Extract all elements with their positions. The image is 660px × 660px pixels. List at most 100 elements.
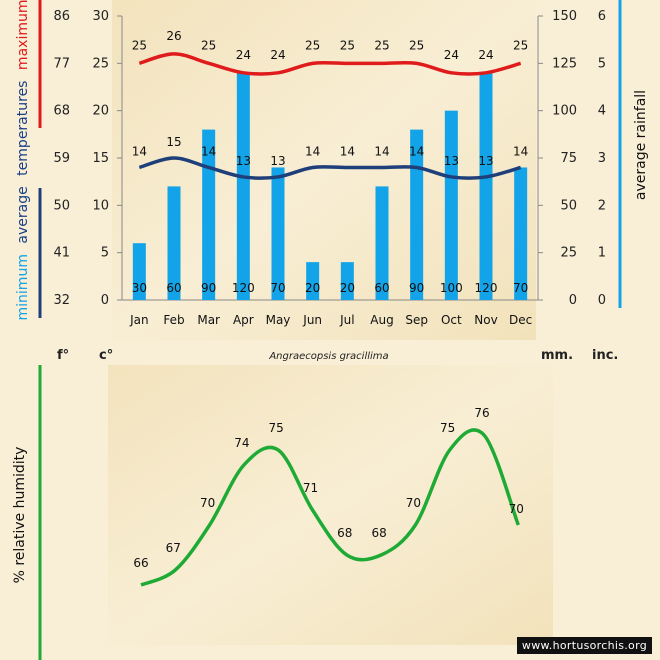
rain-bar <box>236 72 250 300</box>
max-temp-label: 26 <box>166 29 181 43</box>
humidity-label: 70 <box>200 496 215 510</box>
celsius-tick: 15 <box>92 151 109 166</box>
month-label: Sep <box>405 313 428 327</box>
watermark: www.hortusorchis.org <box>516 637 652 654</box>
rain-label: 60 <box>374 281 389 295</box>
max-temp-label: 25 <box>374 38 389 52</box>
title-temperatures: temperatures <box>15 81 31 176</box>
rain-mm-tick: 150 <box>552 9 577 24</box>
title-average: average <box>15 186 31 243</box>
celsius-tick: 30 <box>92 9 109 24</box>
min-temp-label: 14 <box>201 144 216 158</box>
humidity-label: 75 <box>269 421 284 435</box>
month-label: Jul <box>339 313 354 327</box>
max-temp-label: 24 <box>478 48 493 62</box>
inch-header: inc. <box>592 348 618 363</box>
celsius-header: c° <box>99 348 113 363</box>
month-label: Jan <box>129 313 149 327</box>
celsius-tick: 10 <box>92 198 109 213</box>
rain-bar <box>410 129 424 300</box>
max-temp-label: 25 <box>305 38 320 52</box>
rain-bar <box>444 110 458 301</box>
rain-mm-tick: 100 <box>552 104 577 119</box>
month-label: Nov <box>474 313 497 327</box>
rain-bar <box>202 129 216 300</box>
humidity-label: 76 <box>474 406 489 420</box>
month-label: Apr <box>233 313 254 327</box>
humidity-label: 70 <box>406 496 421 510</box>
min-temp-label: 14 <box>374 144 389 158</box>
max-temp-label: 25 <box>513 38 528 52</box>
fahrenheit-tick: 68 <box>53 104 70 119</box>
humidity-label: 68 <box>337 526 352 540</box>
rain-mm-tick: 25 <box>560 246 577 261</box>
rain-inch-tick: 0 <box>598 293 606 308</box>
humidity-plot-panel <box>108 365 553 645</box>
species-name: Angraecopsis gracillima <box>268 351 388 362</box>
rain-bar <box>514 167 528 300</box>
max-temp-label: 25 <box>132 38 147 52</box>
right-axis-title: average rainfall <box>633 90 649 200</box>
max-temp-label: 24 <box>236 48 251 62</box>
month-label: Feb <box>163 313 184 327</box>
min-temp-line <box>138 156 522 180</box>
rain-mm-tick: 50 <box>560 198 577 213</box>
min-temp-label: 14 <box>305 144 320 158</box>
rain-label: 20 <box>340 281 355 295</box>
min-temp-label: 14 <box>409 144 424 158</box>
rain-inch-tick: 6 <box>598 9 606 24</box>
month-label: Oct <box>441 313 462 327</box>
celsius-tick: 5 <box>101 246 109 261</box>
max-temp-label: 24 <box>444 48 459 62</box>
humidity-label: 66 <box>133 556 148 570</box>
min-temp-label: 15 <box>166 135 181 149</box>
celsius-tick: 25 <box>92 56 109 71</box>
fahrenheit-tick: 50 <box>53 198 70 213</box>
humidity-label: 70 <box>509 502 524 516</box>
min-temp-label: 13 <box>236 154 251 168</box>
month-label: May <box>266 313 291 327</box>
rain-inch-tick: 1 <box>598 246 606 261</box>
month-label: Mar <box>197 313 220 327</box>
min-temp-label: 13 <box>270 154 285 168</box>
celsius-tick: 0 <box>101 293 109 308</box>
celsius-tick: 20 <box>92 104 109 119</box>
rain-mm-tick: 0 <box>569 293 577 308</box>
rain-label: 60 <box>166 281 181 295</box>
humidity-label: 68 <box>371 526 386 540</box>
max-temp-label: 25 <box>201 38 216 52</box>
max-temp-label: 25 <box>409 38 424 52</box>
rain-label: 120 <box>475 281 498 295</box>
rain-inch-tick: 5 <box>598 56 606 71</box>
max-temp-label: 25 <box>340 38 355 52</box>
humidity-label: 74 <box>234 436 249 450</box>
humidity-line <box>140 428 520 587</box>
min-temp-label: 14 <box>340 144 355 158</box>
min-temp-label: 14 <box>132 144 147 158</box>
fahrenheit-tick: 59 <box>53 151 70 166</box>
rain-label: 70 <box>270 281 285 295</box>
humidity-label: 71 <box>303 481 318 495</box>
title-minimum: minimum <box>15 254 31 320</box>
rain-label: 120 <box>232 281 255 295</box>
fahrenheit-tick: 86 <box>53 9 70 24</box>
title-maximum: maximum <box>15 0 31 70</box>
fahrenheit-tick: 41 <box>53 246 70 261</box>
rain-label: 90 <box>409 281 424 295</box>
fahrenheit-header: f° <box>57 348 69 363</box>
rain-label: 70 <box>513 281 528 295</box>
humidity-label: 75 <box>440 421 455 435</box>
rain-bar <box>132 243 146 300</box>
fahrenheit-tick: 77 <box>53 56 70 71</box>
rain-mm-tick: 125 <box>552 56 577 71</box>
min-temp-label: 13 <box>478 154 493 168</box>
rain-mm-tick: 75 <box>560 151 577 166</box>
rain-bar <box>306 262 320 300</box>
min-temp-label: 14 <box>513 144 528 158</box>
month-label: Aug <box>370 313 393 327</box>
min-temp-label: 13 <box>444 154 459 168</box>
rain-label: 100 <box>440 281 463 295</box>
rain-bar <box>271 167 285 300</box>
max-temp-label: 24 <box>270 48 285 62</box>
